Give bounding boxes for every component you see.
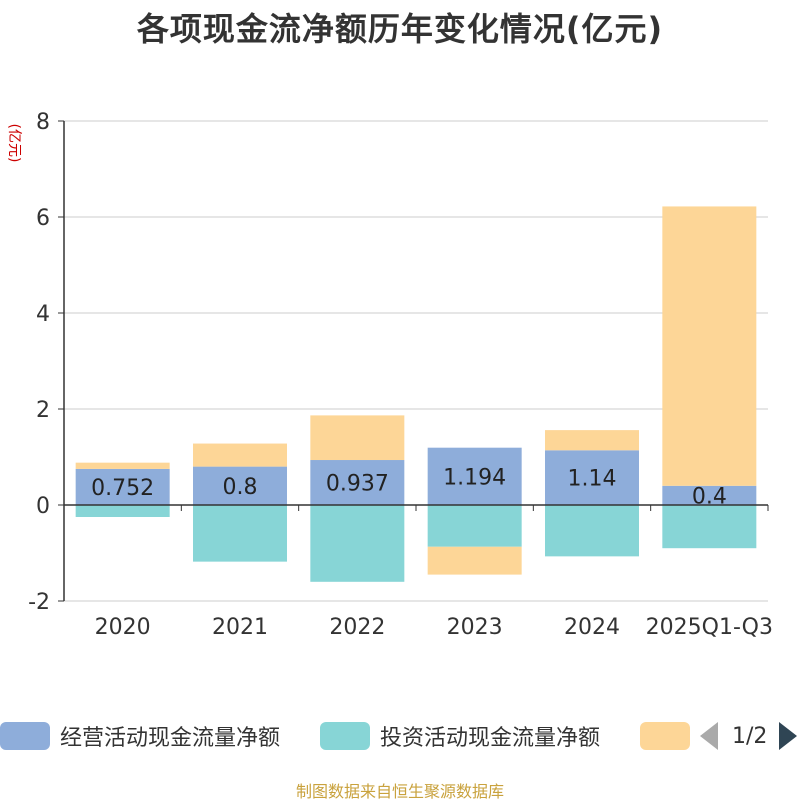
bar-series1-2023 [427,447,522,505]
legend-page-indicator: 1/2 [732,723,768,749]
legend-label-operating: 经营活动现金流量净额 [60,726,281,751]
bar-series1-2025Q1-Q3 [662,485,757,505]
y-tick-label: 2 [36,398,50,423]
legend-prev-icon[interactable] [700,722,718,750]
bar-data-label: 0.8 [223,475,258,500]
y-axis-title: (亿元) [6,124,22,163]
x-tick-label: 2020 [95,615,151,640]
bar-series2-2021 [193,505,287,562]
bar-series1-2021 [193,466,287,505]
bar-series3-2024 [545,430,639,451]
y-tick-label: 4 [36,302,50,327]
bar-series1-2020 [75,468,170,505]
bar-data-label: 0.937 [326,472,389,497]
chart-legend: 经营活动现金流量净额 投资活动现金流量净额 1/2 [0,716,800,756]
x-tick-label: 2024 [564,615,620,640]
bar-series3-2023 [427,546,522,575]
x-tick-label: 2025Q1-Q3 [646,615,773,640]
bar-series1-2022 [310,460,405,505]
bar-series3-2020 [75,462,170,469]
legend-label-investing: 投资活动现金流量净额 [380,726,601,751]
legend-swatch-operating [0,722,50,750]
chart-title: 各项现金流净额历年变化情况(亿元) [136,10,664,48]
legend-item-financing[interactable] [640,716,690,756]
bar-series3-2021 [193,443,287,467]
bar-series2-2024 [545,505,639,557]
legend-swatch-investing [320,722,370,750]
bar-series3-2022 [310,415,405,461]
y-tick-label: 6 [36,206,50,231]
bar-series2-2023 [427,505,522,547]
bar-series2-2022 [310,505,405,582]
bar-series1-2024 [545,450,639,505]
bar-data-label: 0.752 [91,476,154,501]
x-tick-label: 2022 [329,615,385,640]
legend-next-icon[interactable] [779,722,798,750]
bar-series3-2025Q1-Q3 [662,206,757,486]
y-tick-label: 0 [36,494,50,519]
legend-item-investing[interactable]: 投资活动现金流量净额 [320,716,600,756]
legend-pager: 1/2 [700,716,798,756]
bar-data-label: 1.14 [568,467,617,492]
legend-swatch-financing [640,722,690,750]
x-tick-label: 2023 [447,615,503,640]
y-tick-label: 8 [36,110,50,135]
bar-series2-2025Q1-Q3 [662,505,757,549]
bar-data-label: 1.194 [443,465,506,490]
bar-series2-2020 [75,505,170,517]
legend-item-operating[interactable]: 经营活动现金流量净额 [0,716,280,756]
x-tick-label: 2021 [212,615,268,640]
data-source-note: 制图数据来自恒生聚源数据库 [295,782,504,801]
y-tick-label: -2 [28,590,50,615]
